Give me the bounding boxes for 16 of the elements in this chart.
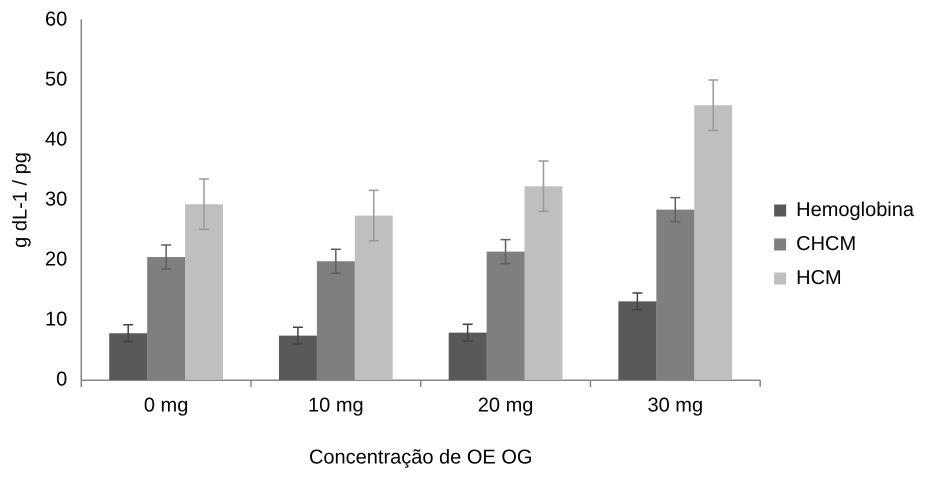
legend-label: CHCM (796, 233, 856, 256)
y-tick-label: 20 (44, 248, 68, 271)
y-tick-label: 50 (44, 68, 68, 91)
legend-label: HCM (796, 267, 842, 290)
x-tick-label: 30 mg (647, 394, 704, 417)
legend-label: Hemoglobina (796, 199, 915, 222)
x-tick-label: 0 mg (144, 394, 188, 417)
y-tick-label: 40 (44, 128, 68, 151)
y-axis-title: g dL-1 / pg (10, 152, 32, 248)
x-tick-label: 10 mg (308, 394, 364, 417)
y-tick-label: 30 (44, 188, 68, 211)
x-axis-title: Concentração de OE OG (308, 446, 532, 469)
y-tick-label: 10 (44, 308, 68, 331)
x-tick-label: 20 mg (478, 394, 534, 417)
y-tick-label: 0 (56, 368, 68, 391)
y-tick-label: 60 (44, 8, 68, 31)
